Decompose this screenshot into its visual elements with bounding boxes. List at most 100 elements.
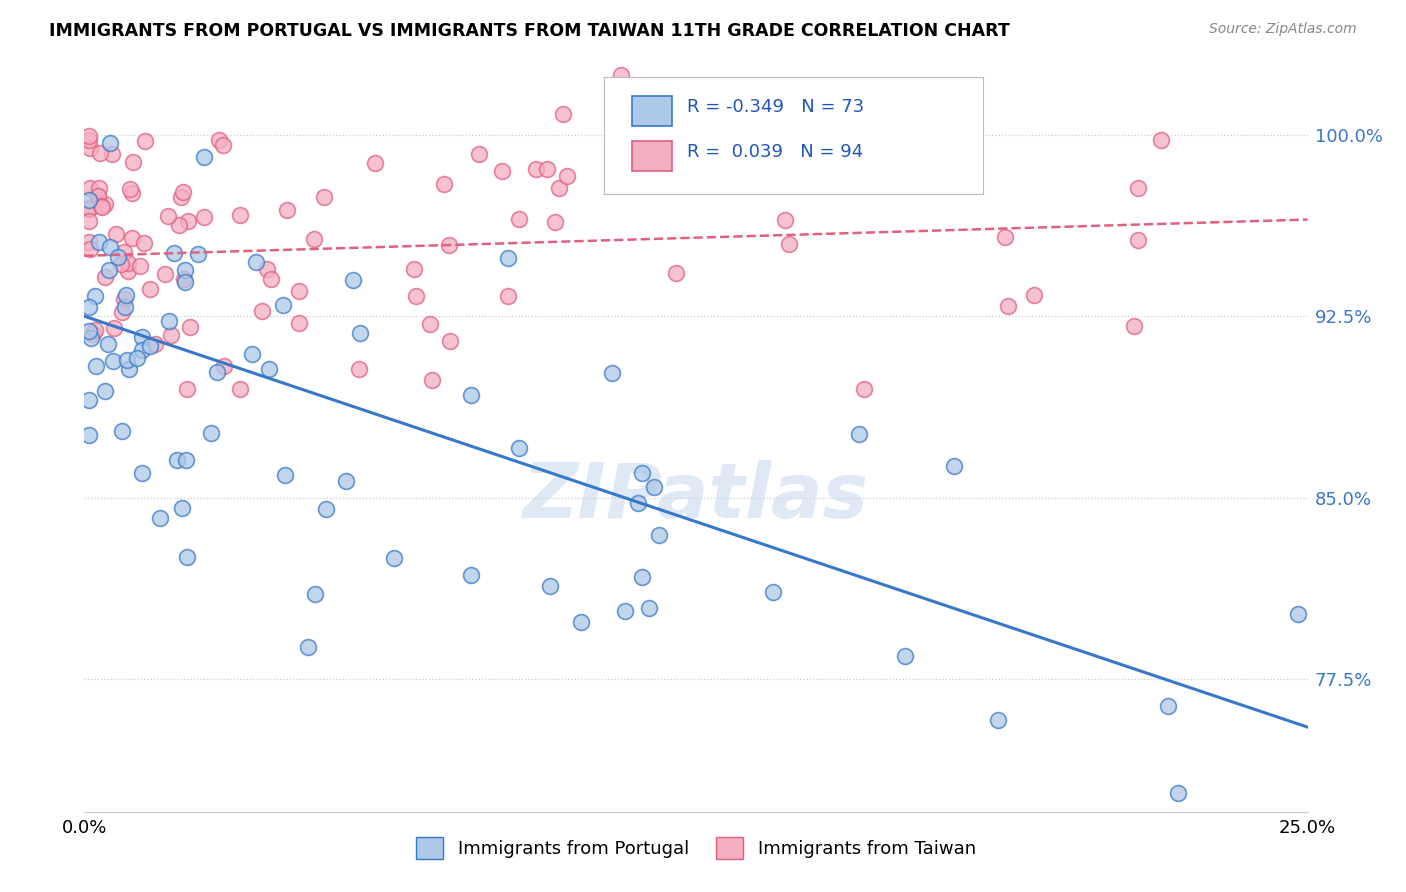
Point: [260, 272, 283, 286]
Point: [297, 640, 319, 654]
Point: [120, 182, 142, 196]
Point: [80, 331, 103, 345]
Point: [994, 229, 1017, 244]
Point: [276, 202, 298, 217]
Point: [138, 339, 160, 353]
Point: [131, 343, 153, 358]
Point: [114, 300, 136, 314]
Point: [304, 587, 326, 601]
Point: [87, 235, 110, 249]
Point: [139, 282, 162, 296]
Point: [643, 479, 665, 493]
Point: [153, 267, 176, 281]
Point: [159, 328, 181, 343]
Point: [157, 209, 180, 223]
Point: [1150, 133, 1173, 147]
Point: [256, 262, 278, 277]
Point: [212, 359, 235, 373]
Point: [631, 570, 654, 584]
Point: [271, 298, 294, 312]
Point: [77, 201, 100, 215]
Point: [125, 351, 148, 366]
Point: [460, 568, 482, 582]
Point: [773, 212, 796, 227]
Point: [122, 154, 145, 169]
Point: [600, 366, 623, 380]
Point: [98, 136, 121, 150]
Bar: [633, 141, 672, 171]
Point: [626, 496, 648, 510]
Point: [107, 251, 129, 265]
Point: [193, 210, 215, 224]
Point: [468, 147, 491, 161]
Point: [647, 527, 669, 541]
Point: [553, 107, 575, 121]
Point: [762, 585, 785, 599]
Point: [347, 362, 370, 376]
Point: [778, 237, 800, 252]
Point: [252, 304, 274, 318]
Point: [77, 214, 100, 228]
Point: [87, 180, 110, 194]
Point: [167, 218, 190, 232]
Point: [79, 242, 101, 256]
Point: [77, 235, 100, 250]
Point: [496, 252, 519, 266]
Point: [131, 466, 153, 480]
Point: [117, 256, 139, 270]
Point: [245, 255, 267, 269]
Point: [405, 289, 427, 303]
Point: [170, 500, 193, 515]
Point: [187, 247, 209, 261]
Point: [77, 300, 100, 314]
Point: [111, 425, 134, 439]
Point: [87, 189, 110, 203]
Point: [212, 138, 235, 153]
FancyBboxPatch shape: [605, 78, 983, 194]
Point: [228, 208, 250, 222]
Point: [200, 425, 222, 440]
Point: [665, 266, 688, 280]
Point: [103, 320, 125, 334]
Point: [848, 426, 870, 441]
Point: [157, 313, 180, 327]
Point: [149, 511, 172, 525]
Point: [117, 362, 139, 376]
Point: [852, 382, 875, 396]
Point: [134, 135, 156, 149]
Point: [1122, 318, 1144, 333]
Point: [402, 261, 425, 276]
Point: [207, 365, 229, 379]
Point: [1167, 786, 1189, 800]
Point: [419, 317, 441, 331]
Point: [115, 287, 138, 301]
Point: [257, 361, 280, 376]
Point: [544, 215, 567, 229]
Point: [1126, 233, 1149, 247]
Point: [101, 146, 124, 161]
Point: [111, 305, 134, 319]
Point: [437, 238, 460, 252]
Text: R = -0.349   N = 73: R = -0.349 N = 73: [688, 97, 865, 116]
Point: [98, 240, 121, 254]
Point: [240, 347, 263, 361]
Text: Source: ZipAtlas.com: Source: ZipAtlas.com: [1209, 22, 1357, 37]
Point: [163, 246, 186, 260]
Point: [208, 133, 231, 147]
Point: [166, 452, 188, 467]
Point: [134, 235, 156, 250]
Point: [143, 337, 166, 351]
Point: [173, 272, 195, 286]
Point: [335, 474, 357, 488]
Point: [420, 373, 443, 387]
Point: [172, 185, 194, 199]
Point: [228, 382, 250, 396]
Point: [508, 211, 530, 226]
Point: [176, 453, 198, 467]
Point: [170, 190, 193, 204]
Point: [90, 199, 112, 213]
Point: [1286, 607, 1309, 622]
Point: [121, 186, 143, 201]
Point: [82, 327, 104, 342]
Point: [312, 190, 335, 204]
